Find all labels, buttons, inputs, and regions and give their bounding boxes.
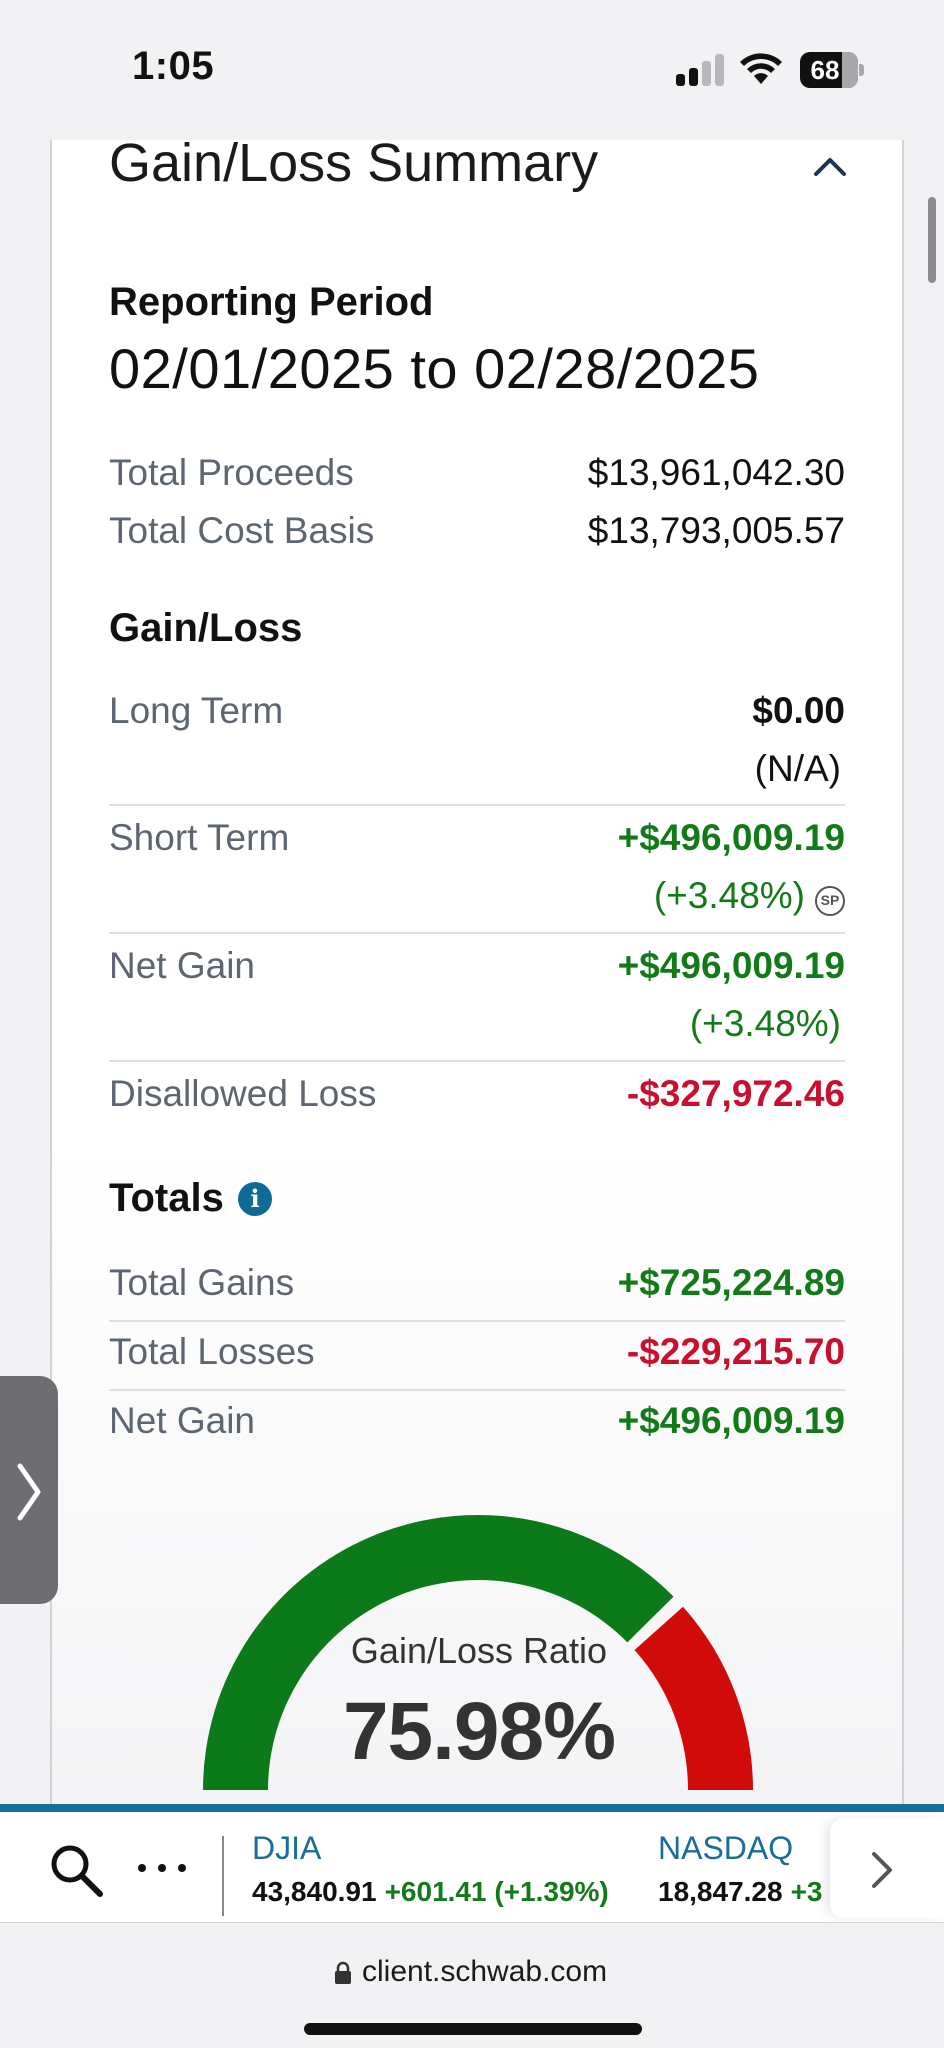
home-indicator[interactable] [304, 2023, 642, 2035]
ticker-next-button[interactable] [830, 1818, 944, 1918]
disallowed-loss-label: Disallowed Loss [109, 1073, 377, 1114]
total-losses-value: -$229,215.70 [626, 1331, 845, 1372]
gauge-value: 75.98% [342, 1686, 616, 1777]
ticker-values-nasdaq: 18,847.28 +3 [658, 1876, 823, 1908]
chevron-right-icon [17, 1463, 41, 1521]
battery-icon: 68 [800, 52, 864, 88]
ticker-change: +3 [790, 1876, 823, 1907]
long-term-value: $0.00 [752, 690, 845, 731]
net-gain-value: +$496,009.19 [617, 945, 845, 986]
ticker-separator [222, 1836, 224, 1916]
more-options-icon[interactable] [136, 1858, 188, 1878]
section-title: Gain/Loss Summary [109, 133, 599, 193]
total-proceeds-value: $13,961,042.30 [587, 452, 845, 493]
short-term-pct-wrap: (+3.48%) SP [654, 875, 845, 917]
total-gains-value: +$725,224.89 [617, 1262, 845, 1303]
status-bar: 1:05 68 [0, 0, 944, 140]
net-gain-row: Net Gain +$496,009.19 (+3.48%) [109, 945, 845, 1055]
divider [109, 1060, 845, 1062]
totals-heading: Totals [109, 1176, 224, 1220]
disallowed-loss-value: -$327,972.46 [626, 1073, 845, 1114]
totals-net-gain-label: Net Gain [109, 1400, 256, 1441]
search-icon[interactable] [46, 1840, 106, 1900]
gauge-gain-arc [203, 1515, 674, 1790]
total-cost-basis-label: Total Cost Basis [109, 510, 375, 551]
battery-level: 68 [810, 55, 840, 85]
cellular-signal-icon [676, 54, 728, 86]
total-proceeds-label: Total Proceeds [109, 452, 354, 493]
divider [109, 1320, 845, 1322]
divider [109, 932, 845, 934]
gain-loss-summary-card: Gain/Loss Summary Reporting Period 02/01… [50, 133, 904, 1804]
wifi-icon [740, 53, 782, 84]
collapse-chevron-up-icon[interactable] [810, 148, 850, 188]
net-gain-label: Net Gain [109, 945, 256, 986]
gain-loss-heading: Gain/Loss [109, 606, 303, 650]
gauge-loss-arc [634, 1606, 753, 1790]
page-scrollbar[interactable] [928, 197, 936, 283]
totals-net-gain-value: +$496,009.19 [617, 1400, 845, 1441]
gauge-label: Gain/Loss Ratio [350, 1630, 608, 1671]
ticker-name-djia[interactable]: DJIA [252, 1830, 322, 1866]
side-drawer-toggle[interactable] [0, 1376, 58, 1604]
sp-badge-icon[interactable]: SP [815, 886, 845, 916]
total-cost-basis-value: $13,793,005.57 [587, 510, 845, 551]
gain-loss-ratio-gauge [203, 1515, 753, 1790]
market-ticker-bar: DJIA 43,840.91 +601.41 (+1.39%) NASDAQ 18… [0, 1804, 944, 1922]
ticker-name-nasdaq[interactable]: NASDAQ [658, 1830, 794, 1866]
url-text[interactable]: client.schwab.com [362, 1955, 608, 1988]
status-time: 1:05 [132, 44, 215, 88]
totals-info-icon[interactable]: i [238, 1182, 272, 1216]
divider [109, 1389, 845, 1391]
short-term-row: Short Term +$496,009.19 (+3.48%) SP [109, 817, 845, 927]
total-losses-label: Total Losses [109, 1331, 315, 1372]
long-term-row: Long Term $0.00 (N/A) [109, 690, 845, 800]
ticker-price: 18,847.28 [658, 1876, 783, 1907]
short-term-pct: (+3.48%) [653, 875, 805, 916]
lock-icon [335, 1961, 351, 1984]
divider [109, 804, 845, 806]
short-term-label: Short Term [109, 817, 290, 858]
net-gain-pct: (+3.48%) [689, 1003, 841, 1044]
reporting-period-label: Reporting Period [109, 280, 434, 324]
short-term-value: +$496,009.19 [617, 817, 845, 858]
chevron-right-icon [872, 1852, 892, 1888]
ticker-values-djia: 43,840.91 +601.41 (+1.39%) [252, 1876, 609, 1908]
long-term-label: Long Term [109, 690, 284, 731]
ticker-items: DJIA 43,840.91 +601.41 (+1.39%) NASDAQ 18… [230, 1812, 830, 1922]
ticker-change: +601.41 (+1.39%) [384, 1876, 609, 1907]
reporting-period-value: 02/01/2025 to 02/28/2025 [109, 337, 760, 400]
total-gains-label: Total Gains [109, 1262, 295, 1303]
long-term-pct: (N/A) [754, 748, 841, 789]
browser-url-bar[interactable]: client.schwab.com [0, 1922, 944, 2048]
ticker-price: 43,840.91 [252, 1876, 377, 1907]
